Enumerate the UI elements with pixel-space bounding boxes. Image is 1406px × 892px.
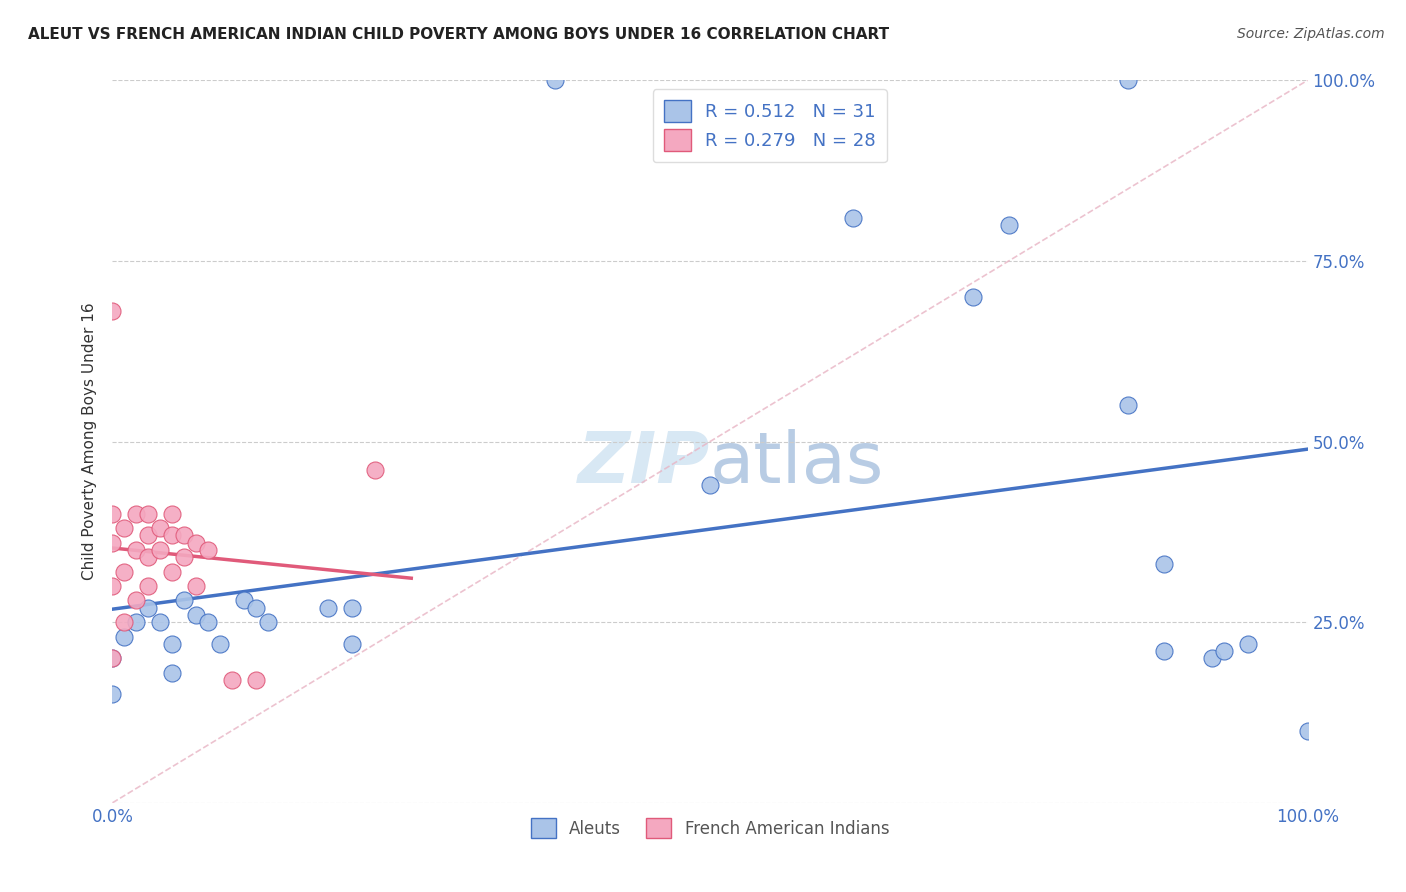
Point [173,593,195,607]
Text: ZIP: ZIP [578,429,710,498]
Point [173,528,195,542]
Point [162,528,183,542]
Point [162,665,183,680]
Point [186,579,208,593]
Point [101,579,124,593]
Point [138,600,160,615]
Point [125,615,148,630]
Point [138,507,160,521]
Point [364,463,387,477]
Text: ALEUT VS FRENCH AMERICAN INDIAN CHILD POVERTY AMONG BOYS UNDER 16 CORRELATION CH: ALEUT VS FRENCH AMERICAN INDIAN CHILD PO… [28,27,889,42]
Point [1153,558,1175,572]
Point [197,615,219,630]
Point [245,673,267,687]
Point [340,637,363,651]
Point [998,218,1021,232]
Point [101,687,124,701]
Point [842,211,865,225]
Point [101,507,124,521]
Y-axis label: Child Poverty Among Boys Under 16: Child Poverty Among Boys Under 16 [82,302,97,581]
Legend: Aleuts, French American Indians: Aleuts, French American Indians [524,812,896,845]
Point [1153,644,1175,658]
Point [125,593,148,607]
Point [114,615,135,630]
Point [316,600,339,615]
Point [138,528,160,542]
Point [162,637,183,651]
Point [101,304,124,318]
Text: atlas: atlas [710,429,884,498]
Point [962,290,984,304]
Point [101,535,124,549]
Point [699,478,721,492]
Point [138,579,160,593]
Point [138,550,160,565]
Point [125,542,148,557]
Point [173,550,195,565]
Point [209,637,232,651]
Point [221,673,243,687]
Point [1118,398,1140,412]
Point [1237,637,1260,651]
Point [543,73,565,87]
Text: Source: ZipAtlas.com: Source: ZipAtlas.com [1237,27,1385,41]
Point [114,565,135,579]
Point [197,542,219,557]
Point [101,651,124,665]
Point [149,615,172,630]
Point [233,593,256,607]
Point [1213,644,1236,658]
Point [101,651,124,665]
Point [114,521,135,535]
Point [340,600,363,615]
Point [1118,73,1140,87]
Point [114,630,135,644]
Point [186,535,208,549]
Point [149,521,172,535]
Point [1201,651,1223,665]
Point [186,607,208,622]
Point [257,615,280,630]
Point [125,507,148,521]
Point [245,600,267,615]
Point [162,565,183,579]
Point [1296,723,1319,738]
Point [149,542,172,557]
Point [162,507,183,521]
